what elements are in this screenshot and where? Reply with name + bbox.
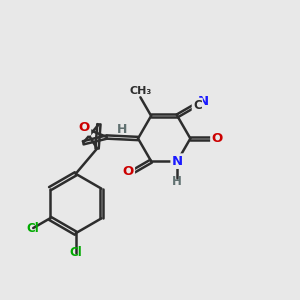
Text: O: O (212, 132, 223, 145)
Text: N: N (198, 95, 209, 108)
Text: C: C (193, 99, 202, 112)
Text: H: H (117, 123, 128, 136)
Text: H: H (172, 175, 182, 188)
Text: CH₃: CH₃ (129, 86, 152, 96)
Text: N: N (172, 155, 183, 168)
Text: O: O (122, 165, 134, 178)
Text: O: O (79, 121, 90, 134)
Text: Cl: Cl (69, 246, 82, 259)
Text: Cl: Cl (27, 221, 40, 235)
